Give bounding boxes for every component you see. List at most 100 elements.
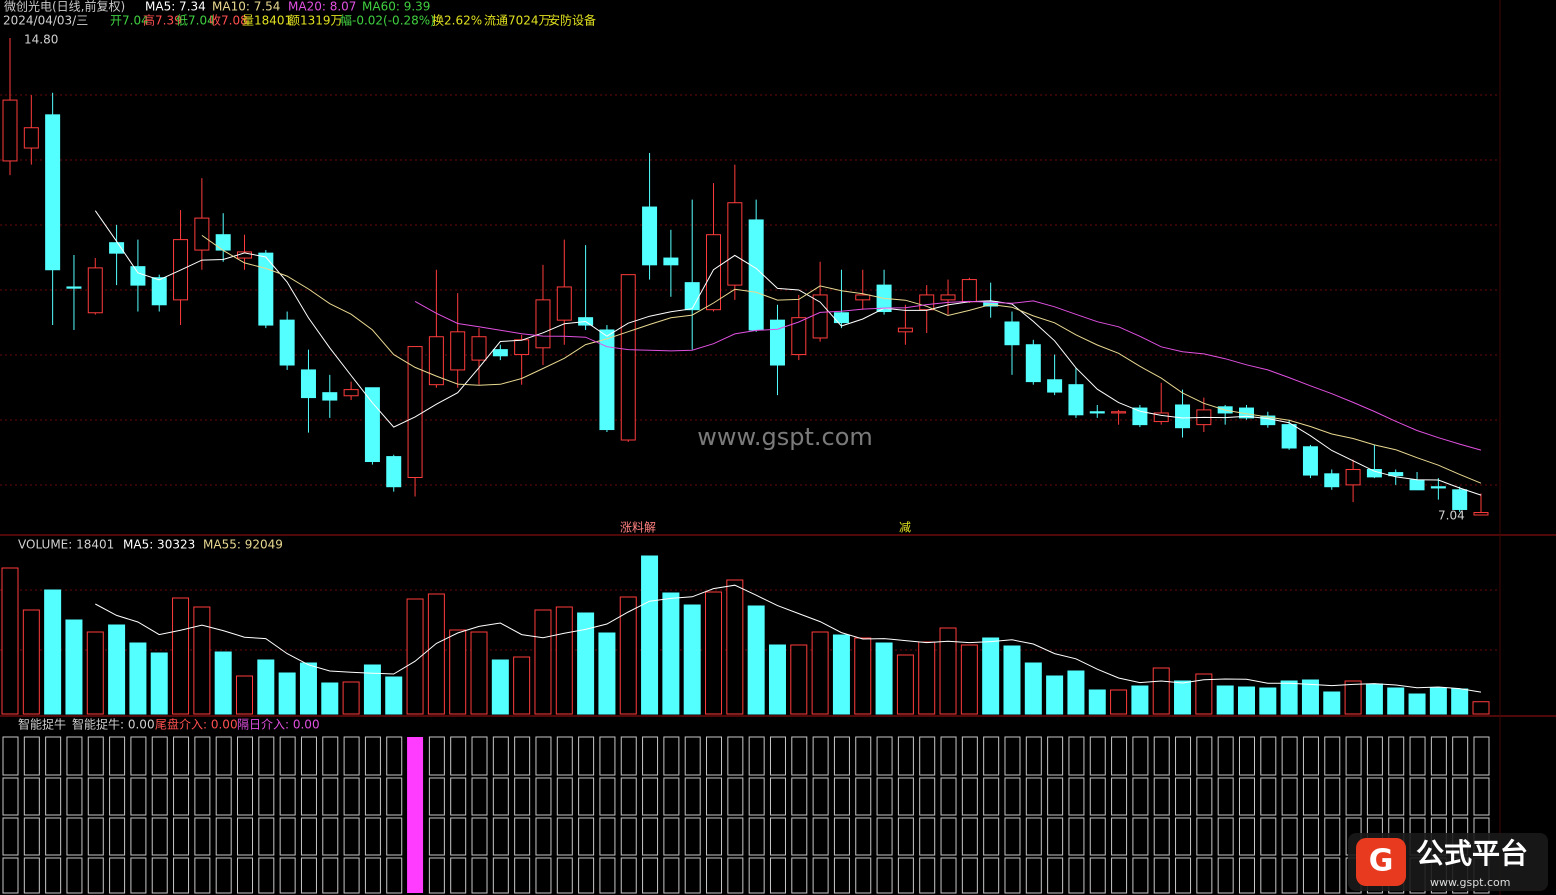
candle-body: [258, 252, 274, 326]
candle-body: [684, 282, 700, 311]
indicator-cell: [173, 777, 190, 816]
candle-body: [471, 336, 487, 361]
volume-bar: [1088, 689, 1106, 715]
indicator-cell: [897, 777, 914, 816]
volume-bar: [1472, 701, 1490, 715]
indicator-cell: [791, 817, 808, 856]
indicator-cell: [300, 777, 317, 816]
indicator-cell: [812, 817, 829, 856]
indicator-cell: [663, 857, 680, 894]
indicator-cell: [1345, 736, 1362, 776]
indicator-cell: [833, 817, 850, 856]
indicator-cell: [194, 817, 211, 856]
open-info: 开7.04: [110, 14, 149, 28]
indicator-cell: [279, 817, 296, 856]
volume-bar: [1, 567, 19, 715]
indicator-cell: [23, 857, 40, 894]
volume-bar: [1365, 683, 1383, 715]
indicator-cell: [151, 777, 168, 816]
candle-body: [706, 234, 722, 311]
indicator-cell: [876, 857, 893, 894]
candle-body: [1175, 404, 1191, 429]
volume-bar: [1280, 680, 1298, 715]
volume-bar: [193, 606, 211, 715]
indicator-cell: [1111, 857, 1128, 894]
candle-body: [620, 274, 636, 441]
indicator-cell: [1196, 817, 1213, 856]
indicator-cell: [556, 736, 573, 776]
volume-bar: [747, 605, 765, 715]
indicator-cell: [919, 736, 936, 776]
indicator-cell: [1175, 736, 1192, 776]
volume-bar: [108, 624, 126, 715]
indicator-cell: [237, 857, 254, 894]
indicator-cell: [1366, 736, 1383, 776]
indicator-cell: [23, 817, 40, 856]
logo-icon: [1356, 838, 1406, 886]
indicator-cell: [642, 777, 659, 816]
indicator-cell: [642, 817, 659, 856]
volume-ma55-label: MA55: 92049: [203, 538, 283, 552]
indicator-cell: [769, 777, 786, 816]
indicator-cell: [833, 777, 850, 816]
volume-bar: [1195, 673, 1213, 715]
volume-bar: [790, 644, 808, 715]
indicator-cell: [1175, 857, 1192, 894]
indicator-cell: [1004, 736, 1021, 776]
indicator-cell: [1260, 817, 1277, 856]
indicator-cell: [130, 857, 147, 894]
indicator-cell: [364, 736, 381, 776]
candle-body: [1004, 321, 1020, 346]
indicator-cell: [492, 777, 509, 816]
indicator-cell: [1004, 817, 1021, 856]
indicator-cell: [706, 777, 723, 816]
candle-body: [492, 349, 508, 357]
indicator-cell: [684, 857, 701, 894]
indicator-cell: [940, 736, 957, 776]
indicator-cell: [1068, 777, 1085, 816]
indicator-cell: [684, 736, 701, 776]
moving-average: [94, 210, 1482, 496]
watermark: www.gspt.com: [697, 423, 873, 451]
volume-bar: [129, 642, 147, 715]
volume-bar: [299, 662, 317, 715]
indicator-cell: [258, 777, 275, 816]
candle-body: [1409, 479, 1425, 491]
logo-name: 公式平台: [1416, 837, 1528, 870]
indicator-cell: [876, 817, 893, 856]
indicator-cell: [1409, 736, 1426, 776]
indicator-cell: [151, 817, 168, 856]
moving-average: [201, 234, 1482, 484]
candle-body: [769, 319, 785, 366]
volume-label: VOLUME: 18401: [18, 538, 114, 552]
indicator-cell: [1132, 736, 1149, 776]
high-info: 高7.39: [143, 13, 182, 28]
volume-bar: [577, 612, 595, 715]
indicator-cell: [1345, 777, 1362, 816]
indicator-cell: [322, 817, 339, 856]
indicator-cell: [961, 777, 978, 816]
indicator-cell: [1281, 817, 1298, 856]
indicator-cell: [471, 736, 488, 776]
indicator-cell: [769, 857, 786, 894]
indicator-cell: [620, 817, 637, 856]
indicator-cell: [684, 777, 701, 816]
volume-bar: [854, 637, 872, 715]
volume-info: 量18401: [242, 14, 292, 28]
candle-body: [66, 286, 82, 289]
volume-bar: [534, 609, 552, 715]
indicator-cell: [87, 736, 104, 776]
indicator-cell: [748, 817, 765, 856]
indicator-cell: [1068, 736, 1085, 776]
ma10-label: MA10: 7.54: [212, 0, 280, 14]
indicator-cell: [663, 777, 680, 816]
indicator-cell: [642, 857, 659, 894]
indicator-cell: [791, 777, 808, 816]
indicator-cell: [23, 736, 40, 776]
indicator-cell: [791, 857, 808, 894]
volume-bar: [960, 644, 978, 715]
volume-bar: [1024, 662, 1042, 715]
indicator-cell: [1388, 777, 1405, 816]
indicator-cell: [215, 857, 232, 894]
candle-body: [130, 266, 146, 286]
